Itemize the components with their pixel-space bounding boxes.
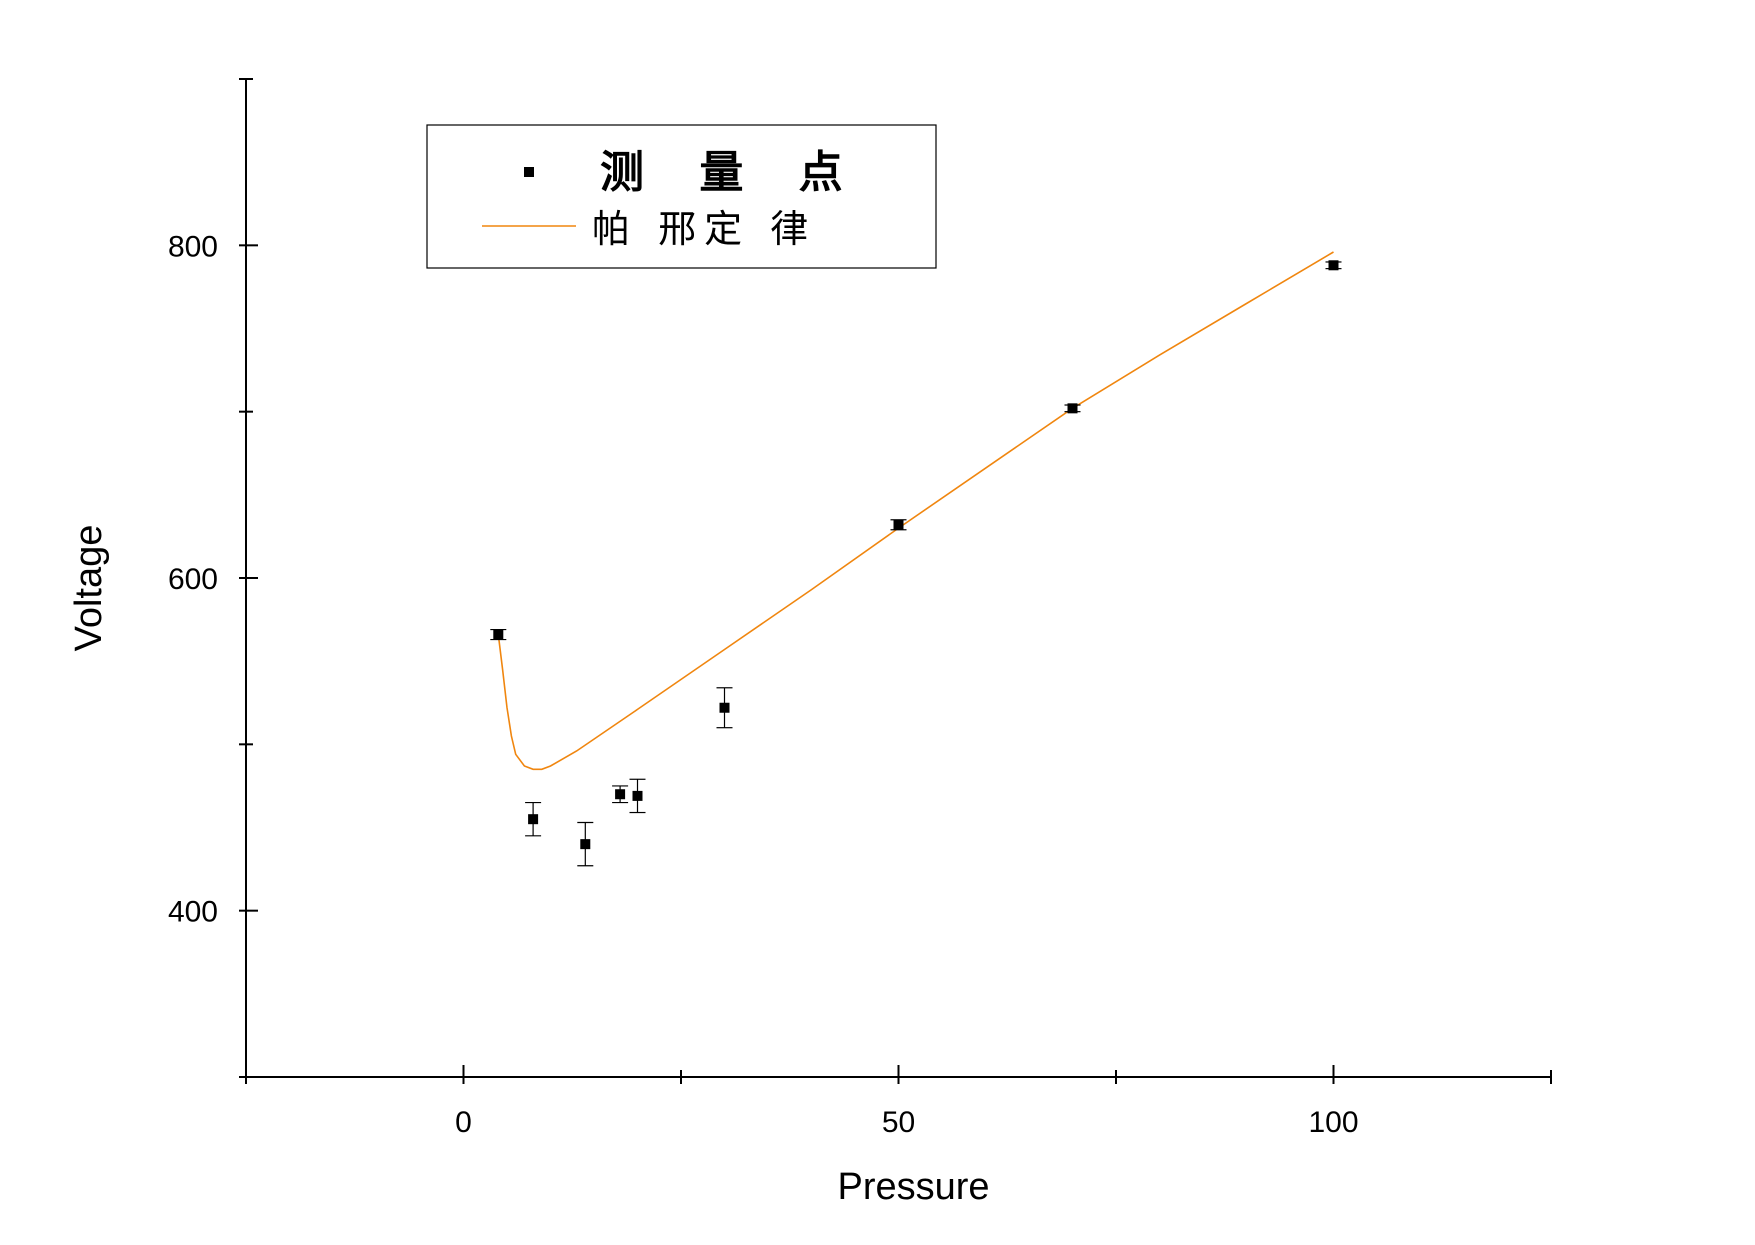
y-axis-title: Voltage [68,525,110,652]
data-point [577,821,594,867]
data-point [612,785,629,804]
point-marker [493,629,504,640]
y-tick-label: 600 [168,563,218,596]
data-point [629,778,646,814]
data-point [525,801,542,837]
point-marker [1328,260,1339,271]
legend-frame [426,124,937,269]
data-point [490,628,507,641]
legend-label-paschen-law: 帕 邢定 律 [592,207,816,251]
data-point [716,687,733,729]
point-marker [719,702,730,713]
point-marker [615,789,626,800]
point-marker [528,814,539,825]
series-line-paschen-law [497,251,1334,771]
x-axis-title: Pressure [837,1166,989,1208]
x-tick-label: 50 [882,1106,915,1139]
y-tick-label: 400 [168,896,218,929]
data-point [890,519,907,531]
point-marker [893,519,904,530]
y-tick-label: 800 [168,230,218,263]
legend: 测 量 点 帕 邢定 律 [426,124,937,269]
x-tick-label: 100 [1308,1106,1358,1139]
axes: 0 50 100 400 600 800 [168,78,1552,1139]
data-point [1064,403,1081,414]
point-marker [1067,403,1078,414]
point-marker [580,839,591,850]
legend-label-measured-points: 测 量 点 [600,147,863,198]
x-tick-label: 0 [455,1106,472,1139]
point-marker [632,790,643,801]
plot-area [490,251,1342,867]
data-point [1325,260,1342,271]
legend-marker-measured-points [524,167,534,177]
